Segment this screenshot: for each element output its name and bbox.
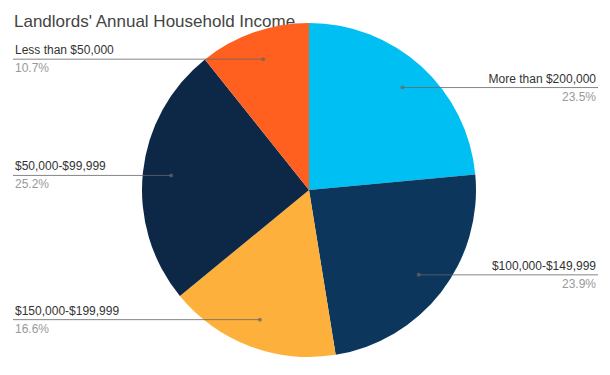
leader-dot (400, 86, 404, 90)
data-label: 25.2% (15, 177, 49, 191)
slice-label: $100,000-$149,999 (492, 259, 596, 273)
leader-line (419, 274, 598, 275)
leader-dot (417, 273, 421, 277)
data-label: 23.5% (562, 90, 596, 104)
slice-label: $150,000-$199,999 (15, 304, 119, 318)
pie-slice (205, 23, 309, 190)
leader-line (13, 175, 171, 176)
leader-dot (169, 173, 173, 177)
pie-slice (309, 175, 476, 355)
slice-label: Less than $50,000 (15, 43, 114, 57)
data-label: 23.9% (562, 277, 596, 291)
leader-dot (261, 57, 265, 61)
slice-label: $50,000-$99,999 (15, 159, 106, 173)
slice-label: More than $200,000 (489, 72, 597, 86)
leader-dot (258, 318, 262, 322)
data-label: 10.7% (15, 61, 49, 75)
leader-line (13, 319, 260, 320)
pie (142, 23, 476, 357)
leader-line (13, 59, 263, 60)
leader-line (402, 87, 598, 88)
pie-slice (309, 23, 475, 190)
data-label: 16.6% (15, 322, 49, 336)
chart-title: Landlords' Annual Household Income (14, 12, 295, 31)
labels: More than $200,000 23.5% $100,000-$149,999… (13, 43, 598, 335)
chart-svg: Landlords' Annual Household Income More t… (0, 0, 610, 375)
